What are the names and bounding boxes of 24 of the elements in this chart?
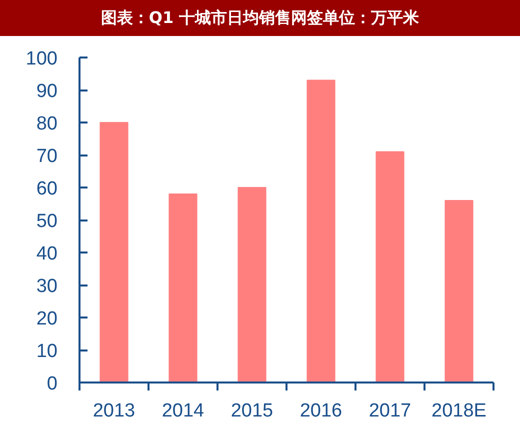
y-tick-label: 90 [36,81,58,102]
chart-title: 图表：Q1 十城市日均销售网签单位：万平米 [100,7,420,29]
x-tick-label: 2017 [368,400,412,422]
bar [376,151,404,382]
y-tick-label: 30 [36,276,58,297]
y-tick-label: 80 [36,114,58,134]
y-tick-label: 60 [36,178,58,200]
y-tick-label: 40 [36,244,58,264]
y-tick-label: 20 [36,308,58,330]
bar [444,200,474,382]
bar [100,122,128,382]
x-tick-label: 2015 [230,400,274,422]
bar [168,194,198,382]
y-tick-label: 70 [36,146,58,167]
y-tick-label: 10 [36,341,58,362]
x-tick-label: 2013 [92,400,136,422]
x-tick-label: 2014 [162,400,205,422]
x-tick-label: 2016 [300,400,342,422]
x-tick-label: 2018E [432,400,486,422]
y-tick-label: 0 [46,374,58,394]
bar [306,80,336,382]
y-tick-label: 50 [36,211,58,232]
y-tick-label: 100 [26,48,58,70]
bar [238,187,266,382]
